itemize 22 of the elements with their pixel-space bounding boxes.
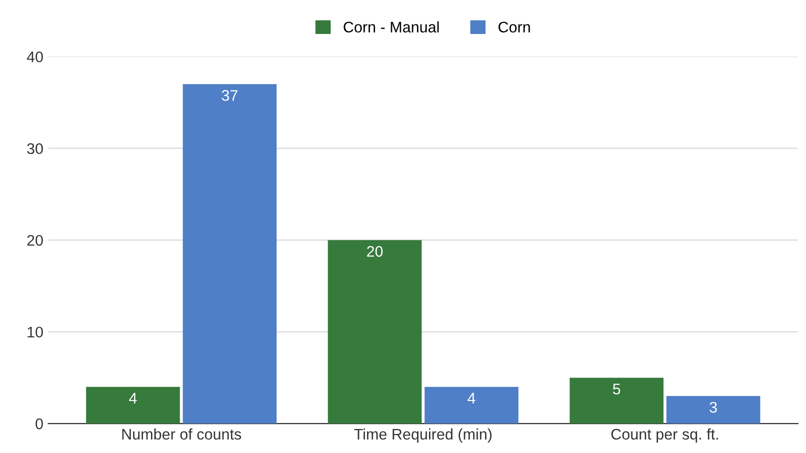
bar <box>666 396 760 424</box>
data-label: 3 <box>710 402 717 413</box>
data-label: 4 <box>129 392 137 404</box>
bar <box>328 240 422 424</box>
y-tick-label: 20 <box>27 234 43 246</box>
x-tick-label: Time Required (min) <box>354 428 492 443</box>
y-tick-label: 30 <box>27 143 43 154</box>
bar <box>86 386 180 424</box>
y-tick-label: 0 <box>36 418 43 430</box>
data-label: 20 <box>367 246 383 257</box>
legend-label: Corn - Manual <box>344 21 439 33</box>
legend-label: Corn <box>498 22 530 33</box>
data-label: 4 <box>468 392 476 404</box>
bar <box>182 84 277 424</box>
y-tick-label: 10 <box>28 326 43 338</box>
x-tick-label: Number of counts <box>122 428 242 440</box>
y-tick-label: 40 <box>26 51 43 62</box>
bar <box>570 378 664 424</box>
data-label: 37 <box>222 90 238 101</box>
data-label: 5 <box>612 384 620 394</box>
bar <box>424 386 518 424</box>
x-tick-label: Count per sq. ft. <box>611 428 718 443</box>
